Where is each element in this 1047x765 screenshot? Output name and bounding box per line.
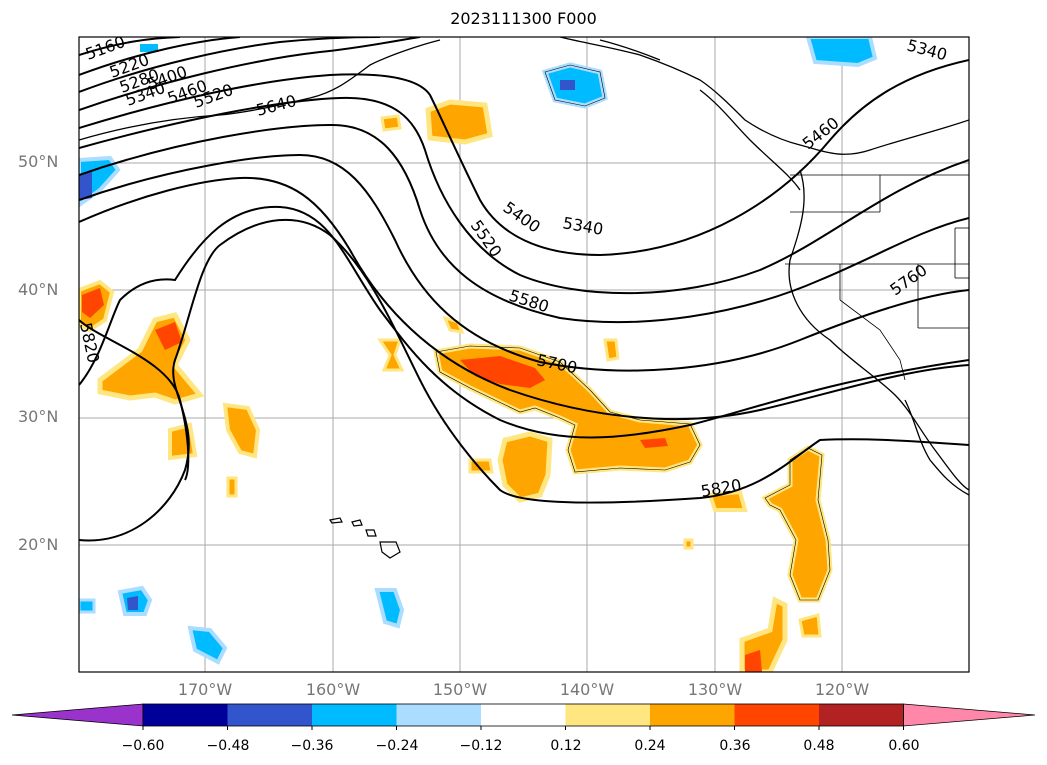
colorbar-tick-label: 0.12	[550, 738, 582, 754]
colorbar	[11, 703, 1036, 730]
lon-label-140: 140°W	[559, 680, 615, 699]
colorbar-tick-label: −0.60	[121, 738, 165, 754]
lat-label-20: 20°N	[18, 535, 59, 554]
colorbar-tick-label: 0.36	[719, 738, 751, 754]
colorbar-tick-label: −0.24	[375, 738, 419, 754]
colorbar-tick-label: 0.24	[634, 738, 666, 754]
lat-label-30: 30°N	[18, 407, 59, 426]
shade-central-south	[497, 431, 553, 503]
hawaii-islands	[329, 517, 401, 559]
colorbar-segment	[227, 704, 313, 726]
state-borders	[785, 174, 969, 381]
lon-label-160: 160°W	[305, 680, 361, 699]
colorbar-tick-label: −0.48	[206, 738, 250, 754]
colorbar-segment	[481, 704, 566, 726]
colorbar-tick-label: 0.48	[803, 738, 835, 754]
shade-north-blob	[425, 99, 493, 145]
colorbar-outline	[142, 703, 904, 727]
colorbar-segment	[734, 704, 820, 726]
colorbar-segment	[312, 704, 397, 726]
lon-label-170: 170°W	[177, 680, 233, 699]
colorbar-tick-label: −0.36	[290, 738, 334, 754]
shade-band-core	[460, 356, 545, 388]
colorbar-extend-min	[11, 703, 144, 727]
colorbar-segment	[819, 704, 904, 726]
colorbar-segment	[650, 704, 735, 726]
colorbar-segment	[143, 704, 228, 726]
lon-label-130: 130°W	[687, 680, 743, 699]
colorbar-segment	[565, 704, 651, 726]
lon-label-120: 120°W	[814, 680, 870, 699]
colorbar-extend-max	[903, 703, 1036, 727]
colorbar-tick-label: −0.12	[459, 738, 503, 754]
lat-label-50: 50°N	[18, 152, 59, 171]
lon-label-150: 150°W	[432, 680, 488, 699]
lat-label-40: 40°N	[18, 280, 59, 299]
colorbar-tick-label: 0.60	[888, 738, 920, 754]
colorbar-segment	[396, 704, 482, 726]
coastlines	[79, 37, 969, 496]
anomaly-shading	[79, 37, 878, 672]
map-title: 2023111300 F000	[450, 9, 597, 28]
